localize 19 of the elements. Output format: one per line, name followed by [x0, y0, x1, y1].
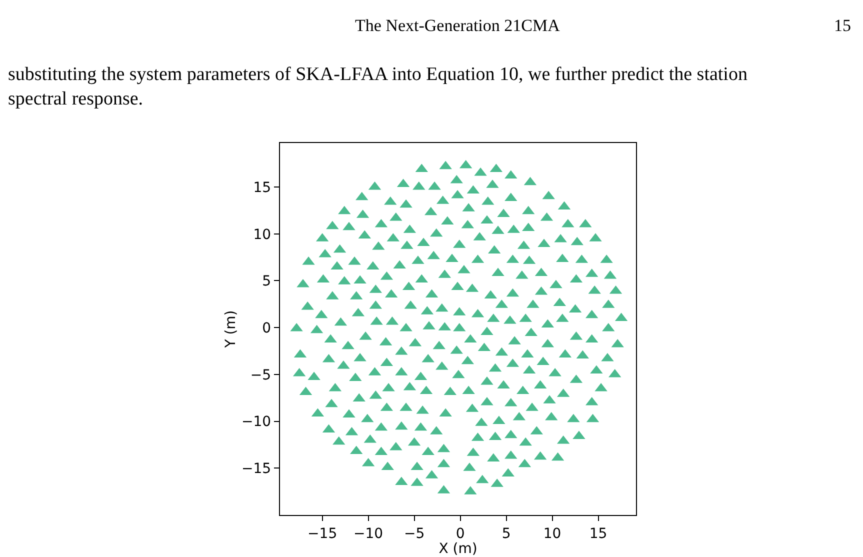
- text: 15: [834, 16, 851, 35]
- x-tick-label: −15: [308, 526, 338, 542]
- x-tick-label: 0: [456, 526, 465, 542]
- x-tick-label: −10: [354, 526, 384, 542]
- x-tick-label: −5: [404, 526, 425, 542]
- y-tick-label: 10: [253, 226, 272, 243]
- x-tick-label: 10: [543, 526, 562, 542]
- text: substituting the system parameters of SKA-LFAA into Equation 10, we further predict the station spectral response.: [8, 64, 748, 110]
- x-tick-label: 5: [502, 526, 511, 542]
- y-tick-label: −15: [242, 461, 272, 478]
- y-axis-title: Y (m): [223, 310, 240, 349]
- y-tick-label: 5: [262, 274, 272, 290]
- x-tick-label: 15: [589, 526, 608, 542]
- text: The Next-Generation 21CMA: [355, 16, 561, 35]
- y-tick-label: 15: [253, 180, 272, 196]
- y-tick-label: −10: [242, 414, 272, 430]
- x-axis-title: X (m): [438, 541, 478, 557]
- y-tick-label: −5: [250, 367, 272, 384]
- y-tick-label: 0: [262, 320, 272, 336]
